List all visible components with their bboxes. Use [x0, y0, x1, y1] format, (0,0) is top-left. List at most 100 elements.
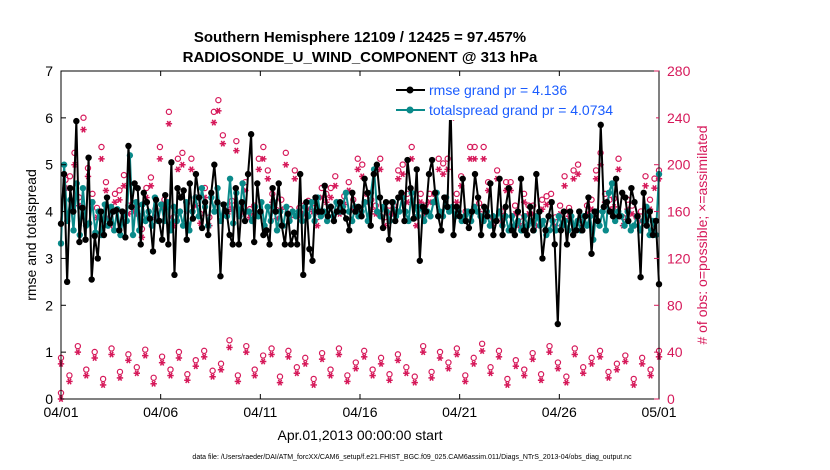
obs-possible-marker: [217, 360, 225, 367]
obs-possible-marker: [547, 190, 555, 198]
obs-possible-marker: [184, 371, 191, 378]
rmse-point: [376, 194, 384, 201]
rmse-point: [76, 238, 83, 246]
y-tick-right-label: 80: [667, 297, 683, 313]
rmse-point: [180, 187, 187, 194]
rmse-point: [569, 231, 577, 239]
rmse-point: [134, 184, 141, 192]
rmse-point: [594, 217, 601, 225]
legend-spread-marker: [406, 106, 414, 114]
rmse-point: [631, 199, 638, 206]
obs-possible-marker: [344, 372, 351, 379]
rmse-point: [247, 131, 255, 138]
obs-assimilated-marker: [470, 360, 477, 368]
rmse-point: [520, 227, 528, 234]
rmse-point: [576, 208, 583, 215]
rmse-point: [431, 189, 439, 197]
y-axis-left-label: rmse and totalspread: [23, 169, 39, 301]
obs-assimilated-marker: [471, 155, 478, 163]
totalspread-point: [179, 222, 187, 229]
rmse-point: [349, 189, 356, 197]
rmse-point: [275, 180, 282, 187]
obs-possible-marker: [278, 196, 285, 203]
obs-possible-marker: [243, 342, 250, 350]
rmse-point: [140, 189, 147, 197]
y-tick-left-label: 7: [45, 63, 53, 79]
rmse-point: [67, 184, 74, 192]
obs-possible-marker: [512, 357, 520, 364]
obs-possible-marker: [251, 366, 258, 373]
rmse-point: [450, 231, 457, 239]
rmse-point: [263, 227, 270, 234]
obs-possible-marker: [369, 366, 376, 373]
rmse-point: [119, 208, 126, 215]
obs-assimilated-marker: [167, 372, 174, 379]
x-axis: 04/01 04/06 04/11 04/16 04/21 04/26 05/01: [43, 71, 677, 420]
obs-possible-marker: [502, 178, 510, 186]
obs-assimilated-marker: [651, 184, 658, 192]
rmse-point: [628, 184, 635, 192]
obs-possible-marker: [453, 345, 461, 352]
rmse-point: [195, 194, 203, 201]
rmse-point: [309, 257, 316, 264]
obs-assimilated-marker: [543, 201, 550, 208]
rmse-point: [91, 232, 98, 240]
obs-assimilated-marker: [622, 358, 629, 365]
rmse-point: [428, 156, 436, 164]
obs-possible-marker: [260, 143, 267, 151]
y-tick-right-label: 120: [667, 250, 691, 266]
obs-possible-marker: [83, 366, 90, 373]
rmse-point: [269, 184, 276, 192]
obs-possible-marker: [647, 366, 654, 373]
obs-assimilated-marker: [66, 378, 73, 385]
rmse-point: [527, 203, 534, 211]
rmse-point: [223, 208, 230, 215]
obs-assimilated-marker: [302, 360, 309, 368]
rmse-point: [103, 194, 111, 201]
obs-possible-marker: [125, 351, 132, 358]
obs-assimilated-marker: [521, 372, 528, 379]
obs-assimilated-marker: [495, 353, 503, 360]
rmse-point: [266, 241, 273, 248]
rmse-point: [336, 199, 344, 206]
rmse-point: [177, 194, 184, 201]
obs-possible-marker: [200, 347, 208, 355]
rmse-point: [606, 208, 614, 215]
obs-assimilated-marker: [419, 348, 427, 356]
rmse-point: [545, 213, 552, 220]
rmse-point: [557, 227, 565, 234]
rmse-point: [367, 222, 374, 229]
obs-assimilated-marker: [260, 155, 267, 163]
totalspread-point: [157, 201, 165, 208]
obs-possible-marker: [399, 161, 406, 168]
rmse-point: [355, 203, 362, 211]
obs-possible-marker: [642, 173, 649, 180]
rmse-point: [582, 213, 589, 220]
obs-possible-marker: [445, 359, 452, 366]
rmse-point: [343, 215, 350, 222]
rmse-point: [410, 215, 417, 222]
totalspread-point: [602, 227, 609, 234]
obs-assimilated-marker: [399, 170, 406, 178]
rmse-point: [63, 278, 71, 286]
obs-possible-marker: [377, 155, 384, 162]
obs-assimilated-marker: [291, 175, 299, 182]
obs-assimilated-marker: [102, 187, 110, 194]
rmse-point: [281, 241, 289, 248]
obs-possible-marker: [444, 155, 451, 162]
obs-possible-marker: [276, 373, 284, 380]
rmse-point: [297, 170, 304, 178]
y-tick-left-label: 2: [45, 297, 53, 313]
x-tick-label: 04/26: [542, 404, 577, 420]
rmse-point: [379, 224, 387, 232]
totalspread-point: [583, 222, 591, 229]
obs-assimilated-marker: [445, 365, 452, 372]
rmse-point: [235, 241, 243, 248]
totalspread-point: [245, 208, 253, 215]
obs-possible-marker: [133, 364, 141, 371]
chart-title-line1: Southern Hemisphere 12109 / 12425 = 97.4…: [194, 29, 526, 46]
obs-possible-marker: [630, 375, 637, 383]
obs-assimilated-marker: [99, 381, 107, 389]
rmse-point: [508, 227, 515, 234]
rmse-point: [131, 180, 138, 187]
